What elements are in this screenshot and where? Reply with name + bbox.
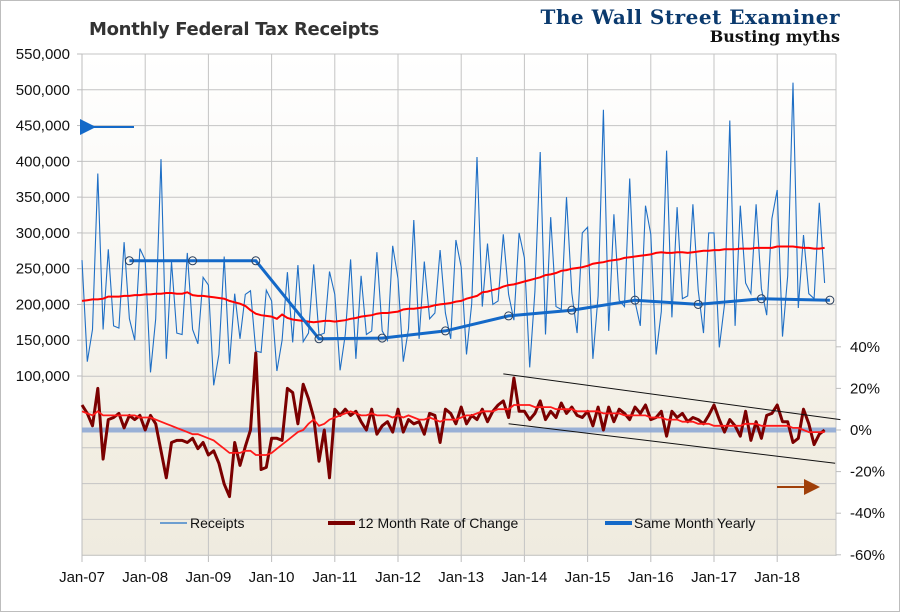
same-month-yearly-marker xyxy=(251,256,261,266)
left-tick-label: 250,000 xyxy=(16,261,70,278)
brand-name: The Wall Street Examiner xyxy=(540,5,840,29)
left-tick-label: 200,000 xyxy=(16,296,70,313)
same-month-yearly-marker xyxy=(504,311,514,321)
same-month-yearly-marker xyxy=(188,256,198,266)
left-tick-label: 400,000 xyxy=(16,153,70,170)
x-tick-label: Jan-09 xyxy=(185,569,231,586)
left-tick-label: 350,000 xyxy=(16,189,70,206)
left-axis-ticks: 550,000 500,000 450,000 400,000 350,000 300,0… xyxy=(16,46,82,385)
same-month-yearly-marker xyxy=(693,299,703,309)
right-tick-label: -60% xyxy=(850,547,885,564)
x-tick-label: Jan-12 xyxy=(375,569,421,586)
brand-tagline: Busting myths xyxy=(709,27,840,46)
series-receipts-average-line xyxy=(81,245,825,324)
series-rate-of-change-line xyxy=(80,351,826,499)
right-tick-label: -20% xyxy=(850,464,885,481)
x-axis-ticks: Jan-07 Jan-08 Jan-09 Jan-10 Jan-11 Jan-12 Jan-… xyxy=(59,556,800,586)
right-tick-label: 20% xyxy=(850,380,880,397)
legend: Receipts 12 Month Rate of Change Same Mont… xyxy=(160,515,755,531)
same-month-yearly-marker xyxy=(314,334,324,344)
left-tick-label: 550,000 xyxy=(16,46,70,63)
left-tick-label: 100,000 xyxy=(16,368,70,385)
x-tick-label: Jan-11 xyxy=(312,569,357,586)
brand-block: The Wall Street Examiner Busting myths xyxy=(540,6,840,46)
same-month-yearly-marker xyxy=(377,333,387,343)
left-tick-label: 300,000 xyxy=(16,225,70,242)
series-rate-of-change-average-line xyxy=(81,404,825,456)
x-tick-label: Jan-08 xyxy=(122,569,168,586)
trend-channel-lower xyxy=(508,423,836,464)
x-tick-label: Jan-18 xyxy=(754,569,800,586)
x-tick-label: Jan-14 xyxy=(501,569,547,586)
series-receipts-line xyxy=(81,82,826,386)
x-tick-label: Jan-13 xyxy=(438,569,484,586)
x-tick-label: Jan-15 xyxy=(565,569,611,586)
legend-label: Receipts xyxy=(190,515,244,531)
same-month-yearly-marker xyxy=(440,326,450,336)
right-axis-ticks: 40% 20% 0% -20% -40% -60% xyxy=(836,339,885,564)
same-month-yearly-marker xyxy=(567,305,577,315)
series-same-month-yearly-line xyxy=(129,259,830,341)
chart-title: Monthly Federal Tax Receipts xyxy=(89,19,379,40)
left-tick-label: 150,000 xyxy=(16,332,70,349)
left-tick-label: 450,000 xyxy=(16,118,70,135)
legend-label: Same Month Yearly xyxy=(634,515,755,531)
series-group xyxy=(80,82,841,499)
left-tick-label: 500,000 xyxy=(16,82,70,99)
legend-label: 12 Month Rate of Change xyxy=(358,515,519,531)
same-month-yearly-marker xyxy=(630,295,640,305)
x-tick-label: Jan-16 xyxy=(628,569,674,586)
right-tick-label: -40% xyxy=(850,505,885,522)
x-tick-label: Jan-17 xyxy=(691,569,737,586)
same-month-yearly-marker xyxy=(825,295,835,305)
x-tick-label: Jan-07 xyxy=(59,569,105,586)
trend-channel-upper xyxy=(503,373,841,421)
same-month-yearly-marker xyxy=(124,256,134,266)
x-tick-label: Jan-10 xyxy=(249,569,295,586)
right-tick-label: 40% xyxy=(850,339,880,356)
right-tick-label: 0% xyxy=(850,422,872,439)
same-month-yearly-marker xyxy=(756,294,766,304)
